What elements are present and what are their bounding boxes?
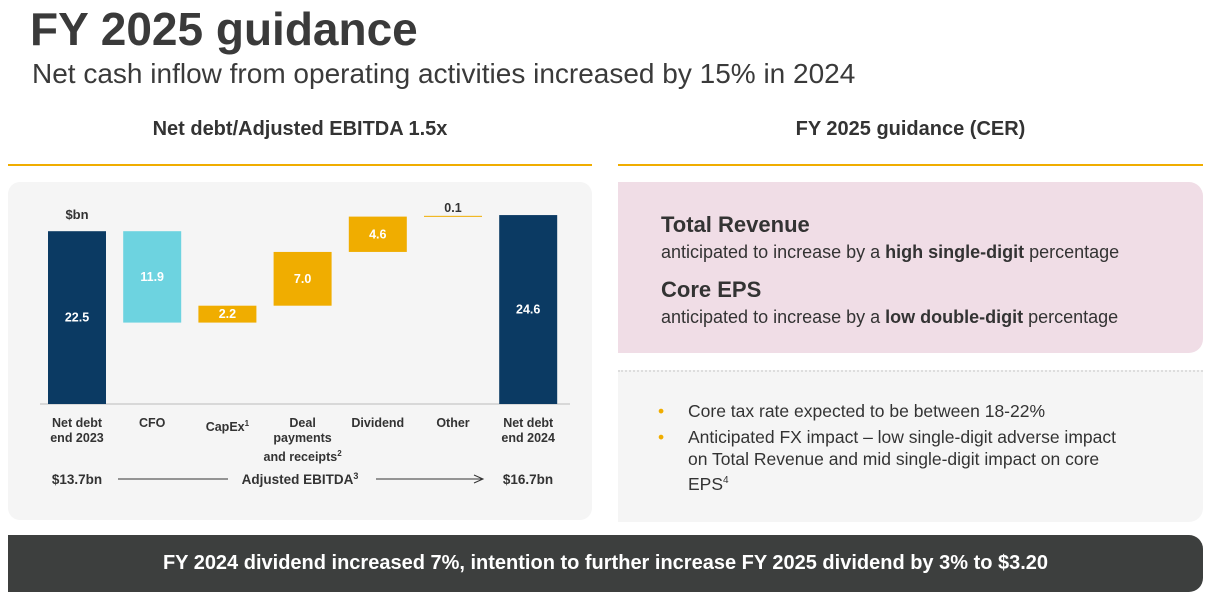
x-tick-label-line: end 2024 [501, 431, 555, 445]
ebitda-start: $13.7bn [52, 472, 102, 487]
footnote-mark: 1 [244, 419, 250, 428]
guidance-item: Total Revenue anticipated to increase by … [661, 212, 1203, 263]
value-label: 0.1 [444, 201, 461, 215]
bar [48, 231, 106, 404]
x-tick-label-line: payments [273, 431, 332, 445]
value-label: 22.5 [65, 311, 89, 325]
chart: $bn 22.5 11.9 2.2 7.0 4.6 0.1 24.6 $13.7bn $16.7b… [40, 201, 570, 487]
guidance-part: percentage [1023, 307, 1119, 327]
guidance-title: Core EPS [661, 277, 762, 302]
bullet: Core tax rate expected to be between 18-… [658, 400, 1128, 422]
x-tick-label-line: and receipts [263, 450, 338, 465]
x-tick-label: CFO [107, 416, 197, 431]
bar [273, 251, 332, 306]
footnote-mark: 3 [353, 471, 358, 481]
value-label: 2.2 [219, 307, 236, 321]
bullet-panel: Core tax rate expected to be between 18-… [618, 370, 1203, 522]
left-heading: Net debt/Adjusted EBITDA 1.5x [152, 118, 448, 140]
x-tick-label: Dividend [333, 416, 423, 431]
bullet-text: Core tax rate expected to be between 18-… [688, 401, 1046, 421]
bar [123, 231, 182, 323]
ebitda-end: $16.7bn [503, 472, 553, 487]
guidance-part: anticipated to increase by a [661, 307, 886, 327]
rule [8, 164, 592, 166]
value-label: 7.0 [294, 272, 311, 286]
guidance-part: percentage [1024, 242, 1120, 262]
right-heading: FY 2025 guidance (CER) [795, 118, 1026, 140]
guidance-panel: Total Revenue anticipated to increase by … [618, 182, 1203, 353]
footnote-mark: 4 [723, 475, 729, 486]
ebitda-label: Adjusted EBITDA3 [242, 471, 359, 487]
subtitle: Net cash inflow from operating activitie… [32, 58, 856, 89]
x-tick-label-line: end 2023 [50, 431, 104, 445]
bar [348, 216, 407, 252]
guidance-part: anticipated to increase by a [661, 242, 886, 262]
guidance-text: anticipated to increase by a high single… [661, 242, 1203, 263]
x-tick-label-line: Net debt [52, 416, 102, 430]
x-tick-label: Other [408, 416, 498, 431]
guidance-part: low double-digit [885, 307, 1024, 327]
guidance-title: Total Revenue [661, 212, 810, 237]
arrow-head [473, 474, 485, 484]
footnote-mark: 2 [337, 449, 342, 458]
x-tick-label-line: CFO [138, 416, 166, 430]
ebitda-label-text: Adjusted EBITDA [242, 472, 354, 487]
x-tick-label-line: Deal [289, 416, 316, 430]
bullet: Anticipated FX impact – low single-digit… [658, 426, 1128, 495]
bar [424, 215, 482, 217]
value-label: 24.6 [516, 303, 540, 317]
guidance-text: anticipated to increase by a low double-… [661, 307, 1203, 328]
guidance-item: Core EPS anticipated to increase by a low… [661, 277, 1203, 328]
title: FY 2025 guidance [30, 3, 418, 55]
bar [499, 215, 558, 404]
x-tick-label-line: CapEx [205, 420, 245, 435]
x-tick-label-line: Other [436, 416, 470, 430]
guidance-part: high single-digit [885, 242, 1025, 262]
value-label: 11.9 [140, 270, 164, 284]
unit-label: $bn [65, 207, 88, 222]
x-tick-label-line: Net debt [503, 416, 554, 430]
value-label: 4.6 [369, 227, 386, 241]
x-tick-label-line: Dividend [351, 416, 405, 430]
x-tick-label: CapEx1 [182, 416, 272, 435]
footer-banner: FY 2024 dividend increased 7%, intention… [8, 535, 1203, 592]
x-tick-label: Net debt end 2024 [483, 416, 573, 446]
x-tick-label: Net debt end 2023 [32, 416, 122, 446]
bullet-text: Anticipated FX impact – low single-digit… [688, 427, 1116, 494]
rule [618, 164, 1203, 166]
bar [198, 305, 257, 323]
x-tick-label: Deal payments and receipts2 [258, 416, 348, 465]
